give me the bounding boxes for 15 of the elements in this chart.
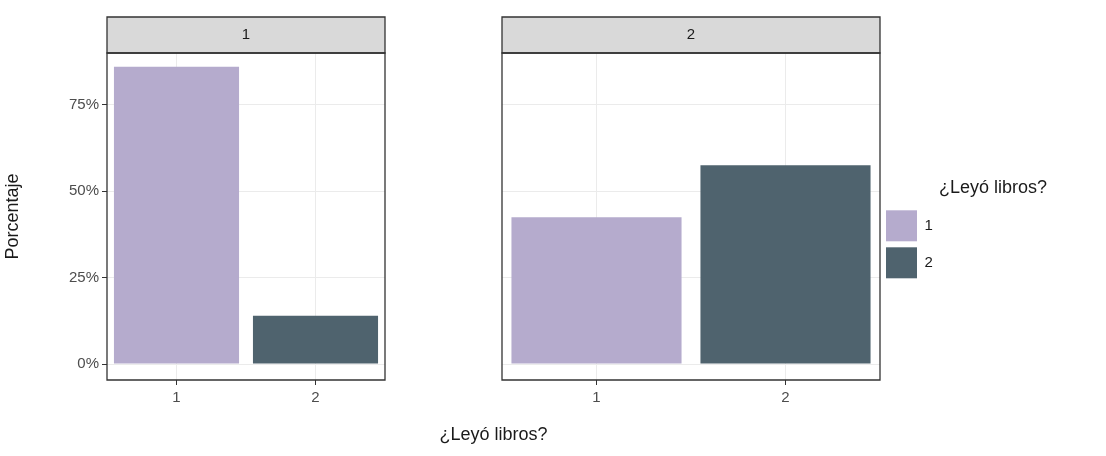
y-tick-label: 0%: [77, 354, 99, 372]
chart-title: 2: [686, 25, 696, 43]
y-axis-title: Porcentaje: [1, 173, 22, 260]
x-tick-label: 2: [311, 388, 320, 406]
legend-title: ¿Leyó libros?: [938, 176, 1048, 197]
chart-title: 1: [241, 25, 251, 43]
x-axis-title: ¿Leyó libros?: [438, 424, 549, 445]
x-tick-label: 1: [592, 388, 601, 406]
x-tick-label: 2: [781, 388, 790, 406]
y-tick-label: 50%: [68, 181, 99, 199]
legend-label: 1: [924, 215, 933, 233]
x-tick-label: 1: [172, 388, 181, 406]
y-tick-label: 75%: [68, 94, 99, 112]
legend-label: 2: [924, 252, 933, 270]
y-tick-label: 25%: [68, 267, 99, 285]
